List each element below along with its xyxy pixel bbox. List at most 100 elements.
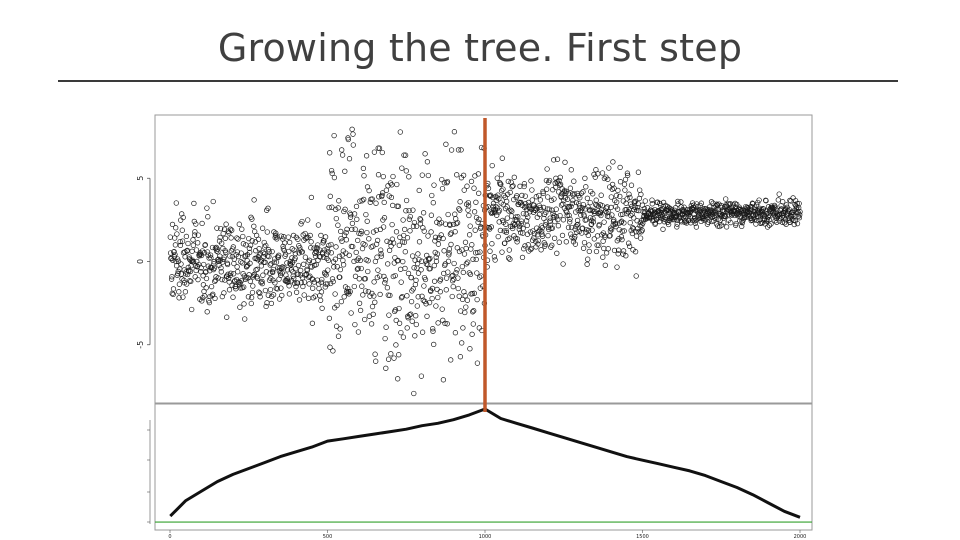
scatter-point xyxy=(545,232,551,239)
scatter-point xyxy=(301,279,308,285)
scatter-point xyxy=(535,241,541,247)
scatter-point xyxy=(580,189,586,195)
scatter-point xyxy=(230,294,236,300)
scatter-point xyxy=(456,206,462,212)
scatter-point xyxy=(203,285,209,291)
scatter-point xyxy=(252,239,259,245)
scatter-point xyxy=(265,205,271,211)
scatter-point xyxy=(267,262,273,268)
scatter-point xyxy=(326,315,333,321)
scatter-point xyxy=(531,202,537,208)
scatter-point xyxy=(250,283,256,289)
scatter-point xyxy=(629,230,636,237)
scatter-point xyxy=(379,149,385,156)
scatter-point xyxy=(241,284,247,290)
scatter-point xyxy=(184,281,190,287)
scatter-point xyxy=(487,248,493,254)
scatter-point xyxy=(467,223,473,229)
scatter-point xyxy=(330,259,337,265)
scatter-point xyxy=(184,247,190,254)
scatter-point xyxy=(665,221,672,228)
scatter-point xyxy=(538,247,544,253)
scatter-point xyxy=(246,245,253,251)
scatter-point xyxy=(515,214,521,220)
scatter-point xyxy=(350,142,356,148)
scatter-point xyxy=(408,311,414,317)
scatter-point xyxy=(439,176,445,183)
scatter-point xyxy=(173,200,179,206)
scatter-point xyxy=(406,174,412,180)
scatter-point xyxy=(776,218,783,224)
scatter-point xyxy=(285,278,291,284)
scatter-point xyxy=(465,259,471,265)
scatter-point xyxy=(710,200,716,206)
scatter-point xyxy=(474,296,480,303)
scatter-point xyxy=(352,273,359,279)
scatter-point xyxy=(598,192,604,198)
scatter-point xyxy=(179,238,186,244)
scatter-point xyxy=(191,218,197,225)
scatter-point xyxy=(397,129,403,135)
scatter-point xyxy=(377,273,383,279)
scatter-point xyxy=(780,199,786,205)
scatter-point xyxy=(457,207,463,213)
scatter-point xyxy=(551,235,558,241)
scatter-point xyxy=(447,231,454,237)
scatter-point xyxy=(334,264,340,270)
scatter-point xyxy=(290,232,297,239)
scatter-point xyxy=(345,136,351,143)
scatter-point xyxy=(249,238,255,244)
scatter-point xyxy=(764,224,771,230)
scatter-point xyxy=(335,205,341,211)
scatter-point xyxy=(228,235,234,241)
scatter-point xyxy=(465,203,472,209)
scatter-point xyxy=(214,257,221,263)
scatter-point xyxy=(411,265,417,271)
scatter-point xyxy=(614,264,620,270)
scatter-point xyxy=(242,316,248,322)
scatter-point xyxy=(180,294,186,300)
scatter-point xyxy=(268,300,275,307)
scatter-point xyxy=(503,227,509,234)
scatter-point xyxy=(454,220,461,226)
scatter-point xyxy=(783,202,790,208)
scatter-point xyxy=(453,220,459,227)
slide-title: Growing the tree. First step xyxy=(217,26,743,70)
scatter-point xyxy=(469,331,475,337)
scatter-point xyxy=(453,270,459,276)
scatter-point xyxy=(509,208,515,214)
scatter-point xyxy=(550,210,556,216)
scatter-point xyxy=(766,222,773,228)
scatter-point xyxy=(345,288,352,295)
scatter-point xyxy=(343,229,349,236)
x-tick-label: 1500 xyxy=(636,534,649,540)
scatter-point xyxy=(651,217,657,224)
scatter-point xyxy=(342,168,348,174)
scatter-point xyxy=(354,266,361,272)
scatter-point xyxy=(451,260,457,267)
scatter-point xyxy=(534,232,541,238)
scatter-point xyxy=(387,292,393,299)
scatter-point xyxy=(470,321,476,327)
scatter-point xyxy=(500,201,506,208)
scatter-point xyxy=(624,196,630,202)
scatter-point xyxy=(390,202,396,209)
scatter-point xyxy=(332,291,338,297)
scatter-point xyxy=(346,252,352,258)
scatter-point xyxy=(218,225,224,232)
scatter-point xyxy=(530,228,536,234)
scatter-point xyxy=(547,218,553,224)
scatter-point xyxy=(553,206,559,212)
scatter-point xyxy=(522,193,528,199)
scatter-point xyxy=(190,242,196,248)
scatter-point xyxy=(578,212,584,218)
scatter-point xyxy=(429,295,435,302)
scatter-point xyxy=(430,326,436,332)
scatter-point xyxy=(395,203,402,209)
scatter-point xyxy=(721,219,727,226)
scatter-point xyxy=(555,223,562,229)
scatter-point xyxy=(498,171,505,178)
scatter-point xyxy=(555,180,561,187)
scatter-point xyxy=(227,226,234,232)
scatter-point xyxy=(572,241,579,247)
